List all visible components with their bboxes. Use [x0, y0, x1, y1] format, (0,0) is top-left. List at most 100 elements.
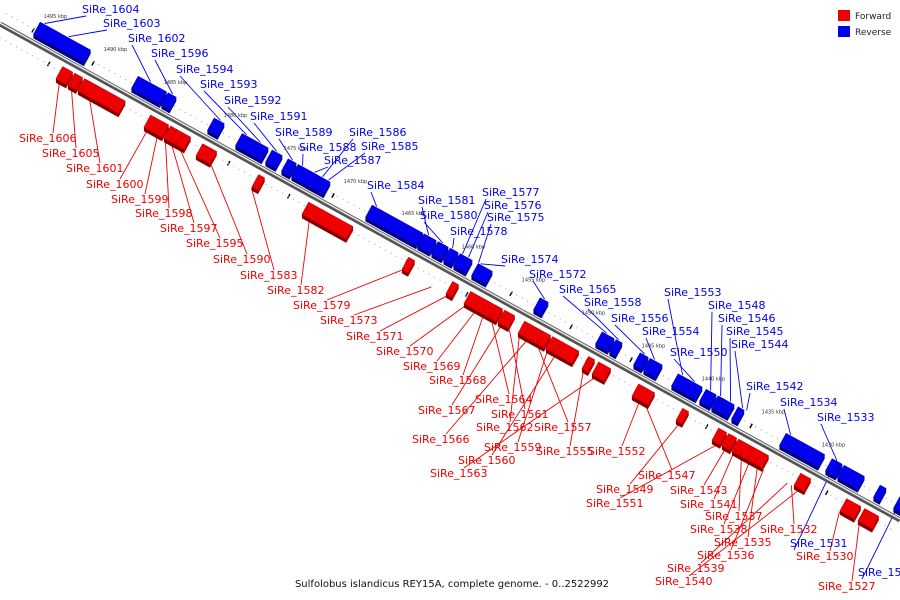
gene-label[interactable]: SiRe_1548: [708, 299, 765, 312]
gene-label[interactable]: SiRe_1574: [501, 253, 558, 266]
gene-label[interactable]: SiRe_1569: [403, 360, 460, 373]
gene-label[interactable]: SiRe_1566: [412, 433, 469, 446]
gene-label[interactable]: SiRe_1552: [588, 445, 645, 458]
gene-label[interactable]: SiRe_1533: [817, 411, 874, 424]
forward-gene-18: [497, 309, 516, 332]
gene-label[interactable]: SiRe_1559: [484, 441, 541, 454]
gene-label[interactable]: SiRe_1530: [796, 550, 853, 563]
gene-label[interactable]: SiRe_1534: [780, 396, 837, 409]
gene-label[interactable]: SiRe_1554: [642, 325, 699, 338]
gene-label[interactable]: SiRe_1540: [655, 575, 712, 588]
gene-label[interactable]: SiRe_1560: [458, 454, 515, 467]
gene-label[interactable]: SiRe_1555: [536, 445, 593, 458]
gene-label[interactable]: SiRe_1527: [818, 580, 875, 593]
gene-label[interactable]: SiRe_1589: [275, 126, 332, 139]
gene-label[interactable]: SiRe_1601: [66, 162, 123, 175]
gene-label[interactable]: SiRe_1568: [429, 374, 486, 387]
gene-label[interactable]: SiRe_1600: [86, 178, 143, 191]
gene-label[interactable]: SiRe_1572: [529, 268, 586, 281]
gene-label[interactable]: SiRe_1593: [200, 78, 257, 91]
leader-line: [227, 106, 261, 143]
reverse-gene-17: [453, 253, 473, 277]
gene-label[interactable]: SiRe_1545: [726, 325, 783, 338]
gene-label[interactable]: SiRe_1587: [324, 154, 381, 167]
gene-label[interactable]: SiRe_1590: [213, 253, 270, 266]
gene-label[interactable]: SiRe_1579: [293, 299, 350, 312]
gene-label[interactable]: SiRe_1561: [491, 408, 548, 421]
gene-label[interactable]: SiRe_1549: [596, 483, 653, 496]
leader-line: [131, 44, 152, 83]
gene-end: [66, 72, 73, 89]
gene-label[interactable]: SiRe_1577: [482, 186, 539, 199]
gene-label[interactable]: SiRe_1564: [475, 393, 532, 406]
gene-label[interactable]: SiRe_1586: [349, 126, 406, 139]
gene-label[interactable]: SiRe_1605: [42, 147, 99, 160]
gene-label[interactable]: SiRe_1595: [186, 237, 243, 250]
gene-label[interactable]: SiRe_1542: [746, 380, 803, 393]
gene-end: [210, 151, 217, 168]
gene-end: [541, 302, 549, 319]
gene-label[interactable]: SiRe_1599: [111, 193, 168, 206]
leader-line: [322, 138, 354, 177]
gene-end: [730, 438, 737, 455]
leader-line: [734, 350, 744, 409]
gene-label[interactable]: SiRe_1573: [320, 314, 377, 327]
gene-top: [699, 388, 717, 408]
gene-top: [683, 380, 703, 400]
gene-label[interactable]: SiRe_1571: [346, 330, 403, 343]
gene-label[interactable]: SiRe_1567: [418, 404, 475, 417]
gene-label[interactable]: SiRe_1538: [690, 523, 747, 536]
gene-label[interactable]: SiRe_1580: [420, 209, 477, 222]
gene-side: [143, 127, 157, 138]
gene-label[interactable]: SiRe_1575: [487, 211, 544, 224]
gene-label[interactable]: SiRe_1562: [476, 421, 533, 434]
gene-label[interactable]: SiRe_1576: [484, 199, 541, 212]
gene-label[interactable]: SiRe_1544: [731, 338, 788, 351]
gene-label[interactable]: SiRe_1557: [534, 421, 591, 434]
gene-label[interactable]: SiRe_1551: [586, 497, 643, 510]
gene-label[interactable]: SiRe_1584: [367, 179, 424, 192]
gene-side: [55, 78, 66, 89]
gene-label[interactable]: SiRe_1597: [160, 222, 217, 235]
gene-label[interactable]: SiRe_1526: [858, 566, 900, 579]
gene-label[interactable]: SiRe_1602: [128, 32, 185, 45]
gene-label[interactable]: SiRe_1565: [559, 283, 616, 296]
axis-tick-label: 1490 kbp: [104, 47, 128, 53]
gene-label[interactable]: SiRe_1585: [361, 140, 418, 153]
gene-label[interactable]: SiRe_1588: [299, 141, 356, 154]
gene-end: [451, 252, 459, 269]
gene-end: [169, 97, 177, 114]
gene-label[interactable]: SiRe_1591: [250, 110, 307, 123]
leader-line: [490, 319, 510, 395]
gene-label[interactable]: SiRe_1531: [790, 537, 847, 550]
gene-label[interactable]: SiRe_1578: [450, 225, 507, 238]
gene-label[interactable]: SiRe_1603: [103, 17, 160, 30]
gene-label[interactable]: SiRe_1553: [664, 286, 721, 299]
gene-label[interactable]: SiRe_1532: [760, 523, 817, 536]
gene-label[interactable]: SiRe_1558: [584, 296, 641, 309]
gene-label[interactable]: SiRe_1537: [705, 510, 762, 523]
gene-label[interactable]: SiRe_1541: [680, 498, 737, 511]
gene-label[interactable]: SiRe_1606: [19, 132, 76, 145]
gene-side: [643, 370, 656, 382]
gene-label[interactable]: SiRe_1604: [82, 3, 139, 16]
gene-label[interactable]: SiRe_1581: [418, 194, 475, 207]
gene-label[interactable]: SiRe_1583: [240, 269, 297, 282]
gene-label[interactable]: SiRe_1563: [430, 467, 487, 480]
gene-label[interactable]: SiRe_1535: [714, 536, 771, 549]
gene-label[interactable]: SiRe_1570: [376, 345, 433, 358]
gene-label[interactable]: SiRe_1592: [224, 94, 281, 107]
gene-label[interactable]: SiRe_1536: [697, 549, 754, 562]
forward-gene-1: [67, 72, 84, 94]
gene-label[interactable]: SiRe_1550: [670, 346, 727, 359]
gene-label[interactable]: SiRe_1582: [267, 284, 324, 297]
gene-label[interactable]: SiRe_1594: [176, 63, 233, 76]
gene-label[interactable]: SiRe_1546: [718, 312, 775, 325]
gene-label[interactable]: SiRe_1547: [638, 469, 695, 482]
gene-label[interactable]: SiRe_1596: [151, 47, 208, 60]
gene-label[interactable]: SiRe_1539: [667, 562, 724, 575]
gene-side: [265, 162, 276, 172]
gene-label[interactable]: SiRe_1598: [135, 207, 192, 220]
gene-label[interactable]: SiRe_1556: [611, 312, 668, 325]
gene-label[interactable]: SiRe_1543: [670, 484, 727, 497]
